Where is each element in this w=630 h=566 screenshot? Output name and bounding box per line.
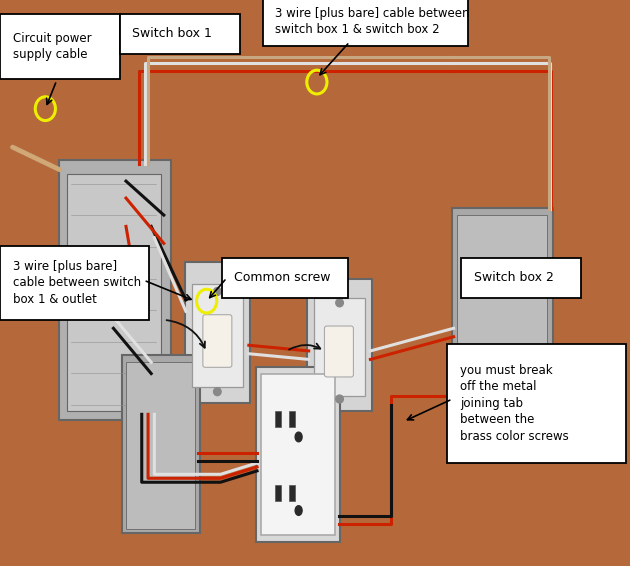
Text: Common screw: Common screw	[234, 271, 331, 284]
FancyBboxPatch shape	[275, 485, 281, 501]
FancyBboxPatch shape	[222, 258, 348, 298]
Text: Circuit power
supply cable: Circuit power supply cable	[13, 32, 91, 61]
FancyBboxPatch shape	[67, 174, 161, 411]
FancyBboxPatch shape	[289, 411, 295, 427]
FancyBboxPatch shape	[126, 362, 195, 529]
Ellipse shape	[336, 395, 343, 403]
Ellipse shape	[295, 506, 302, 515]
FancyBboxPatch shape	[185, 262, 250, 403]
FancyBboxPatch shape	[314, 298, 365, 396]
FancyBboxPatch shape	[452, 208, 553, 414]
FancyBboxPatch shape	[203, 315, 232, 367]
Text: 3 wire [plus bare]
cable between switch
box 1 & outlet: 3 wire [plus bare] cable between switch …	[13, 260, 140, 306]
FancyBboxPatch shape	[59, 160, 171, 420]
FancyBboxPatch shape	[324, 326, 353, 377]
Ellipse shape	[214, 388, 221, 396]
FancyBboxPatch shape	[307, 279, 372, 411]
FancyBboxPatch shape	[192, 284, 243, 387]
FancyBboxPatch shape	[120, 14, 240, 54]
FancyBboxPatch shape	[275, 411, 281, 427]
FancyBboxPatch shape	[256, 367, 340, 542]
FancyBboxPatch shape	[457, 215, 547, 410]
FancyBboxPatch shape	[261, 374, 335, 535]
FancyBboxPatch shape	[447, 344, 626, 463]
FancyBboxPatch shape	[263, 0, 468, 46]
Text: Switch box 2: Switch box 2	[474, 271, 554, 284]
Text: you must break
off the metal
joining tab
between the
brass color screws: you must break off the metal joining tab…	[460, 364, 569, 443]
Text: Switch box 1: Switch box 1	[132, 27, 212, 40]
FancyBboxPatch shape	[289, 485, 295, 501]
Ellipse shape	[295, 432, 302, 441]
FancyBboxPatch shape	[461, 258, 581, 298]
FancyBboxPatch shape	[0, 14, 120, 79]
FancyBboxPatch shape	[122, 355, 200, 533]
FancyBboxPatch shape	[0, 246, 149, 320]
Text: 3 wire [plus bare] cable between
switch box 1 & switch box 2: 3 wire [plus bare] cable between switch …	[275, 7, 470, 36]
Ellipse shape	[214, 288, 221, 295]
Ellipse shape	[336, 299, 343, 307]
